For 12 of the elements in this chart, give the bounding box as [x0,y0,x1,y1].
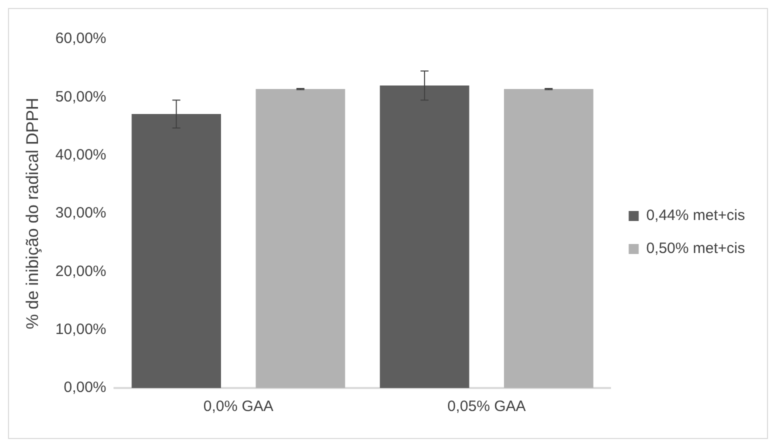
y-tick-label: 20,00% [55,262,106,280]
x-tick-label: 0,0% GAA [203,398,274,416]
legend-label: 0,50% met+cis [646,240,745,258]
y-tick-label: 60,00% [55,30,106,48]
y-tick-label: 50,00% [55,88,106,106]
y-axis-title: % de inibição do radical DPPH [22,98,42,330]
y-tick-label: 10,00% [55,320,106,338]
y-tick-label: 30,00% [55,204,106,222]
y-tick-label: 0,00% [64,379,106,396]
y-tick-label: 40,00% [55,146,106,164]
legend-label: 0,44% met+cis [646,207,745,224]
x-tick-label: 0,05% GAA [447,398,526,416]
